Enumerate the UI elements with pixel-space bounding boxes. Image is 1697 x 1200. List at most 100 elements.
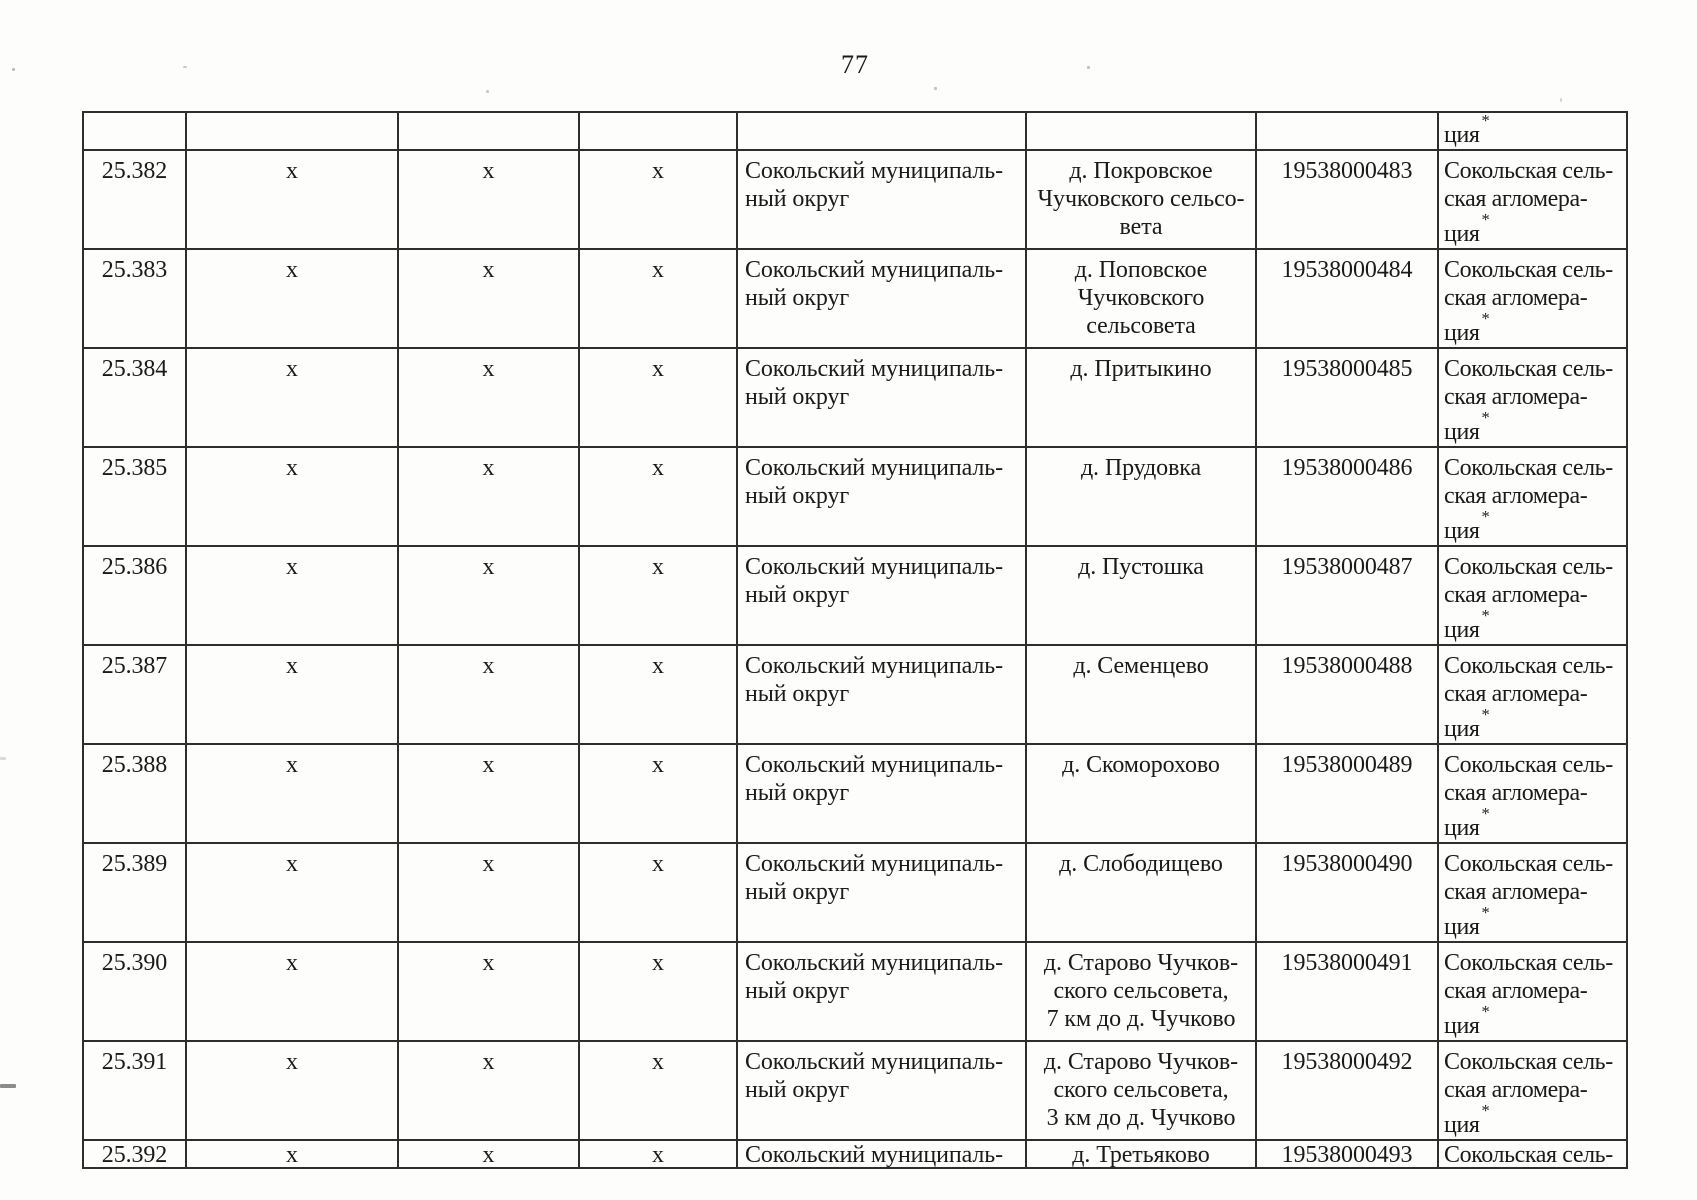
cell-line: Сокольский муниципаль-: [745, 356, 1004, 382]
row-number-cell: 25.389: [82, 842, 187, 943]
cell-line: ского сельсовета,: [1053, 1077, 1229, 1103]
mark-cell-2: х: [397, 446, 580, 547]
municipality-cell: Сокольский муниципаль-ный округ: [736, 149, 1027, 250]
agglomeration-cell: Сокольская сель-ская агломера-ция*: [1437, 842, 1628, 943]
footnote-asterisk: *: [1481, 1100, 1490, 1120]
cell-line: вета: [1119, 214, 1163, 240]
municipality-cell: Сокольский муниципаль-ный округ: [736, 347, 1027, 448]
mark-cell-2: [397, 111, 580, 151]
agglomeration-cell: Сокольская сель-: [1437, 1139, 1628, 1169]
settlement-cell: д. Поповское Чучковского сельсовета: [1025, 248, 1257, 349]
mark-cell-2: х: [397, 644, 580, 745]
cell-line: ская агломера-: [1444, 1077, 1588, 1103]
cell-line: ный округ: [745, 186, 850, 212]
mark-cell-1: х: [185, 842, 399, 943]
cell-line: Сокольский муниципаль-: [745, 851, 1004, 877]
cell-line: Сокольский муниципаль-: [745, 158, 1004, 184]
mark-cell-3: х: [578, 644, 738, 745]
mark-cell-3: х: [578, 347, 738, 448]
mark-cell-1: х: [185, 1040, 399, 1141]
mark-cell-3: х: [578, 248, 738, 349]
mark-cell-1: х: [185, 743, 399, 844]
cell-line: ская агломера-: [1444, 879, 1588, 905]
cell-line: д. Покровское: [1069, 158, 1213, 184]
mark-cell-1: х: [185, 248, 399, 349]
table-row: 25.391 х х х Сокольский муниципаль-ный округ…: [82, 1040, 1628, 1141]
cell-line: ская агломера-: [1444, 186, 1588, 212]
mark-cell-2: х: [397, 347, 580, 448]
mark-cell-1: х: [185, 545, 399, 646]
scan-artifact: [183, 66, 187, 68]
municipality-cell: [736, 111, 1027, 151]
table-row: 25.382 х х х Сокольский муниципаль-ный округ…: [82, 149, 1628, 250]
agglomeration-cell: Сокольская сель-ская агломера-ция*: [1437, 1040, 1628, 1141]
code-cell: 19538000492: [1255, 1040, 1439, 1141]
cell-line: Сокольская сель-: [1444, 257, 1613, 283]
code-cell: 19538000486: [1255, 446, 1439, 547]
mark-cell-1: х: [185, 149, 399, 250]
mark-cell-1: х: [185, 941, 399, 1042]
cell-line: ция*: [1444, 112, 1490, 148]
mark-cell-3: х: [578, 1139, 738, 1169]
mark-cell-2: х: [397, 248, 580, 349]
settlements-table: ция* 25.382 х х х Сокольский муниципаль-ный о…: [82, 111, 1628, 1169]
footnote-asterisk: *: [1481, 1001, 1490, 1021]
mark-cell-3: х: [578, 941, 738, 1042]
footnote-asterisk: *: [1481, 803, 1490, 823]
table-row: 25.390 х х х Сокольский муниципаль-ный округ…: [82, 941, 1628, 1042]
cell-line: Сокольская сель-: [1444, 851, 1613, 877]
carryover-row: ция*: [82, 111, 1628, 151]
cell-line: ный округ: [745, 582, 850, 608]
scan-artifact: [0, 757, 6, 760]
cell-line: д. Старово Чучков-: [1043, 950, 1239, 976]
mark-cell-3: х: [578, 149, 738, 250]
cell-line: ция*: [1444, 1100, 1490, 1138]
municipality-cell: Сокольский муниципаль-ный округ: [736, 743, 1027, 844]
cell-line: Сокольский муниципаль-: [745, 455, 1004, 481]
row-number-cell: 25.390: [82, 941, 187, 1042]
municipality-cell: Сокольский муниципаль-ный округ: [736, 842, 1027, 943]
cell-line: ская агломера-: [1444, 483, 1588, 509]
mark-cell-3: х: [578, 1040, 738, 1141]
table-row: 25.385 х х х Сокольский муниципаль-ный округ…: [82, 446, 1628, 547]
footnote-asterisk: *: [1481, 407, 1490, 427]
footnote-asterisk: *: [1481, 506, 1490, 526]
agglomeration-cell: Сокольская сель-ская агломера-ция*: [1437, 347, 1628, 448]
cell-line: Сокольская сель-: [1444, 554, 1613, 580]
scan-artifact: [0, 1084, 16, 1088]
code-cell: 19538000483: [1255, 149, 1439, 250]
row-number-cell: 25.384: [82, 347, 187, 448]
cell-line: ный округ: [745, 285, 850, 311]
row-number-cell: 25.385: [82, 446, 187, 547]
cell-line: ция*: [1444, 308, 1490, 346]
cell-line: Сокольская сель-: [1444, 455, 1613, 481]
mark-cell-3: х: [578, 743, 738, 844]
cell-line: ный округ: [745, 384, 850, 410]
mark-cell-1: х: [185, 347, 399, 448]
cell-line: ская агломера-: [1444, 978, 1588, 1004]
table-row: 25.387 х х х Сокольский муниципаль-ный округ…: [82, 644, 1628, 745]
code-cell: 19538000489: [1255, 743, 1439, 844]
footnote-asterisk: *: [1481, 308, 1490, 328]
mark-cell-1: х: [185, 644, 399, 745]
mark-cell-2: х: [397, 842, 580, 943]
scan-artifact: [934, 87, 937, 90]
scan-artifact: [12, 68, 15, 71]
cell-line: д. Притыкино: [1070, 356, 1212, 382]
settlement-cell: д. Семенцево: [1025, 644, 1257, 745]
table-row: 25.388 х х х Сокольский муниципаль-ный округ…: [82, 743, 1628, 844]
code-cell: 19538000484: [1255, 248, 1439, 349]
mark-cell-1: х: [185, 1139, 399, 1169]
row-number-cell: 25.383: [82, 248, 187, 349]
row-number-cell: 25.388: [82, 743, 187, 844]
table-row: 25.389 х х х Сокольский муниципаль-ный округ…: [82, 842, 1628, 943]
cell-line: ция*: [1444, 704, 1490, 742]
cell-line: Сокольская сель-: [1444, 653, 1613, 679]
cell-line: Чучковского: [1077, 285, 1205, 311]
mark-cell-2: х: [397, 1139, 580, 1169]
row-number-cell: 25.391: [82, 1040, 187, 1141]
cell-line: Сокольский муниципаль-: [745, 1049, 1004, 1075]
scan-artifact: [486, 90, 489, 93]
cell-line: Сокольский муниципаль-: [745, 554, 1004, 580]
mark-cell-2: х: [397, 743, 580, 844]
